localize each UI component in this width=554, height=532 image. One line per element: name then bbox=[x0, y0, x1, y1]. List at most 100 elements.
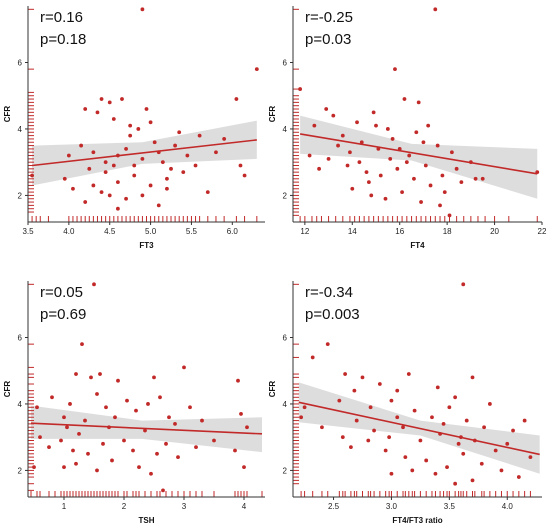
y-tick-label: 2 bbox=[283, 191, 288, 200]
data-point bbox=[176, 455, 180, 460]
data-point bbox=[115, 153, 120, 158]
x-tick-label: 2.5 bbox=[328, 502, 340, 511]
data-point bbox=[331, 113, 336, 118]
data-point bbox=[516, 475, 521, 479]
data-point bbox=[107, 100, 112, 105]
data-point bbox=[395, 415, 400, 420]
y-axis-title: CFR bbox=[3, 106, 12, 123]
data-point bbox=[148, 120, 153, 125]
data-point bbox=[424, 458, 429, 463]
data-point bbox=[369, 193, 374, 198]
y-tick-label: 4 bbox=[18, 400, 23, 409]
data-point bbox=[345, 163, 350, 168]
data-point bbox=[317, 166, 321, 171]
data-point bbox=[98, 372, 102, 376]
data-point bbox=[158, 395, 162, 400]
data-point bbox=[125, 398, 129, 403]
data-point bbox=[385, 127, 390, 131]
x-tick-label: 4 bbox=[242, 502, 247, 511]
data-point bbox=[482, 425, 486, 430]
x-tick-label: 2 bbox=[122, 502, 127, 511]
data-point bbox=[440, 173, 445, 178]
p-value-label: p=0.003 bbox=[305, 306, 360, 323]
data-point bbox=[152, 140, 157, 145]
data-point bbox=[480, 176, 485, 181]
y-tick-label: 2 bbox=[283, 466, 288, 475]
data-point bbox=[173, 421, 177, 426]
data-point bbox=[456, 441, 461, 446]
x-axis-title: FT3 bbox=[139, 241, 154, 250]
data-point bbox=[511, 428, 515, 433]
y-tick-label: 6 bbox=[283, 58, 288, 67]
data-point bbox=[132, 173, 137, 178]
data-point bbox=[169, 166, 173, 171]
x-tick-label: 14 bbox=[348, 227, 357, 236]
data-point bbox=[161, 488, 165, 493]
data-point bbox=[418, 438, 423, 443]
data-point bbox=[447, 405, 452, 410]
data-point bbox=[453, 481, 458, 486]
data-point bbox=[144, 107, 149, 111]
data-point bbox=[38, 435, 42, 440]
data-point bbox=[62, 176, 67, 181]
data-point bbox=[131, 448, 135, 453]
data-point bbox=[115, 206, 120, 211]
data-point bbox=[65, 425, 69, 430]
x-tick-label: 4.0 bbox=[63, 227, 75, 236]
correlation-r-label: r=0.16 bbox=[40, 9, 83, 26]
data-point bbox=[472, 438, 477, 443]
data-point bbox=[372, 428, 376, 433]
data-point bbox=[111, 163, 116, 168]
data-point bbox=[464, 418, 469, 423]
data-point bbox=[91, 183, 96, 188]
data-point bbox=[419, 200, 423, 204]
data-point bbox=[103, 160, 108, 165]
y-tick-label: 4 bbox=[18, 125, 23, 134]
regression-line bbox=[299, 133, 538, 175]
data-point bbox=[395, 166, 400, 171]
data-point bbox=[378, 173, 383, 178]
y-tick-label: 6 bbox=[18, 333, 23, 342]
regression-line bbox=[30, 422, 263, 435]
data-point bbox=[74, 461, 78, 466]
data-point bbox=[366, 180, 371, 185]
data-point bbox=[383, 196, 388, 201]
data-point bbox=[468, 160, 473, 165]
data-point bbox=[403, 455, 408, 460]
data-point bbox=[473, 176, 478, 181]
data-point bbox=[59, 438, 63, 443]
data-point bbox=[194, 445, 198, 450]
data-point bbox=[410, 468, 415, 473]
data-point bbox=[355, 120, 359, 125]
data-point bbox=[299, 415, 304, 420]
x-tick-label: 20 bbox=[490, 227, 499, 236]
data-point bbox=[91, 150, 96, 155]
data-point bbox=[95, 468, 99, 473]
regression-line bbox=[31, 139, 257, 167]
data-point bbox=[71, 448, 75, 453]
p-value-label: p=0.18 bbox=[40, 31, 86, 48]
data-point bbox=[254, 67, 259, 72]
data-point bbox=[505, 441, 510, 446]
data-point bbox=[364, 170, 369, 175]
data-point bbox=[389, 398, 394, 403]
data-point bbox=[310, 355, 315, 360]
data-point bbox=[376, 146, 381, 151]
data-point bbox=[128, 123, 133, 128]
data-point bbox=[414, 130, 419, 135]
x-tick-label: 3.5 bbox=[22, 227, 34, 236]
data-point bbox=[404, 160, 409, 165]
data-point bbox=[188, 405, 192, 410]
y-tick-label: 2 bbox=[18, 466, 23, 475]
data-point bbox=[401, 425, 405, 430]
data-point bbox=[343, 372, 348, 376]
y-tick-label: 2 bbox=[18, 191, 23, 200]
data-point bbox=[148, 183, 153, 188]
data-point bbox=[412, 408, 417, 413]
y-tick-label: 4 bbox=[283, 125, 288, 134]
data-point bbox=[95, 110, 100, 115]
data-point bbox=[101, 441, 105, 446]
data-point bbox=[390, 137, 395, 141]
